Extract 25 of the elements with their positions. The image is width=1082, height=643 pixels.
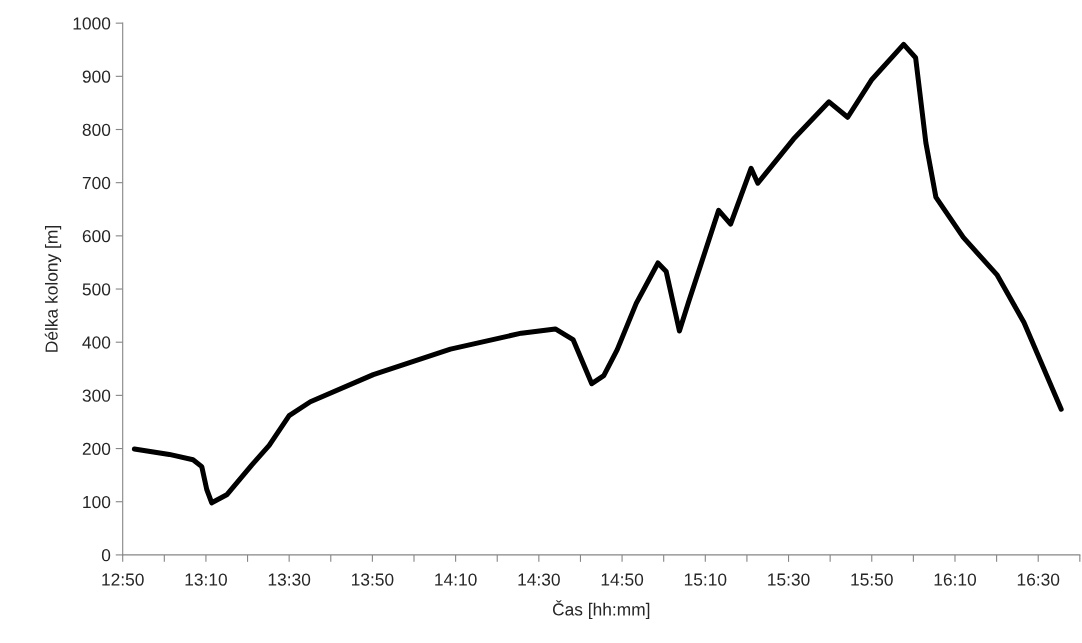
x-tick-label: 12:50	[102, 573, 144, 586]
x-tick-label: 13:30	[268, 573, 311, 586]
y-tick-label: 300	[82, 389, 111, 402]
x-tick-label: 14:10	[435, 573, 477, 586]
y-tick-label: 400	[82, 336, 111, 349]
y-tick-label: 700	[82, 176, 111, 190]
x-tick-label: 16:10	[934, 573, 977, 586]
y-tick-label: 1000	[73, 17, 111, 30]
x-tick-label: 16:30	[1017, 573, 1060, 586]
y-tick-label: 100	[83, 495, 111, 509]
y-tick-label: 600	[82, 230, 111, 243]
x-axis-title: Čas [hh:mm]	[552, 600, 650, 620]
y-axis-title: Délka kolony [m]	[44, 226, 62, 352]
y-tick-label: 200	[82, 442, 111, 456]
x-tick-label: 13:10	[185, 573, 227, 586]
x-tick-label: 14:30	[518, 573, 560, 586]
x-tick-label: 15:10	[684, 573, 727, 586]
y-tick-label: 800	[82, 123, 111, 136]
x-tick-label: 15:50	[851, 573, 893, 586]
x-tick-label: 14:50	[601, 573, 644, 586]
y-tick-label: 900	[82, 70, 111, 83]
y-tick-label: 500	[82, 283, 111, 296]
x-tick-label: 15:30	[768, 573, 810, 586]
y-tick-label: 0	[101, 549, 111, 562]
x-tick-label: 13:50	[351, 573, 394, 586]
